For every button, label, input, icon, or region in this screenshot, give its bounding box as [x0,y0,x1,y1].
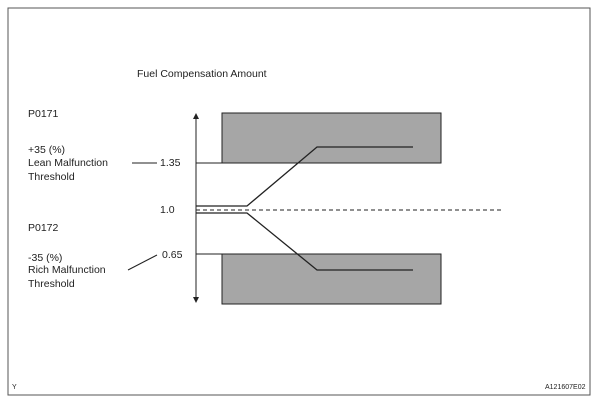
rich-label: Rich Malfunction [28,264,106,276]
frame [7,7,591,396]
lean-trace [196,146,413,207]
footer-right: A121607E02 [545,384,586,391]
lean-label: Lean Malfunction [28,157,108,169]
lean-zone [221,112,442,164]
footer-left: Y [12,384,17,391]
rich-code: P0172 [28,222,59,234]
lean-label: Threshold [28,171,75,183]
leader [127,254,158,271]
rich-label: Threshold [28,278,75,290]
title: Fuel Compensation Amount [137,68,267,80]
rich-zone [221,253,442,305]
rich-threshold: 0.65 [162,249,183,261]
lean-code: P0171 [28,108,59,120]
rich-trace [196,212,413,271]
rich-percent: -35 (%) [28,252,62,264]
center-value: 1.0 [160,204,175,216]
lean-percent: +35 (%) [28,144,65,156]
lean-threshold: 1.35 [160,157,181,169]
